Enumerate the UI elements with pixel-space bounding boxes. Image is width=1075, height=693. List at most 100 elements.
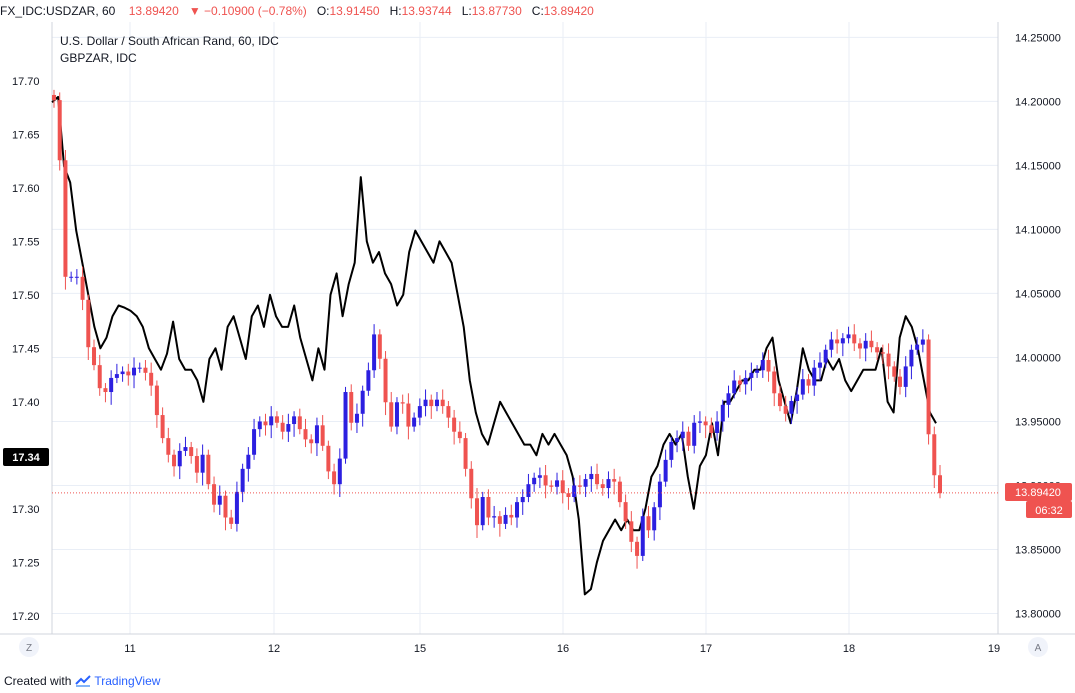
candle-body: [177, 450, 182, 467]
candle-body: [715, 421, 720, 433]
time-axis-tick-label: 15: [414, 643, 426, 655]
candle-body: [657, 481, 662, 508]
grid-lines: [0, 22, 1075, 635]
candle-body: [703, 421, 708, 426]
candle-body: [383, 358, 388, 403]
candle-body: [646, 516, 651, 531]
tradingview-link[interactable]: TradingView: [75, 671, 160, 691]
candle-body: [583, 479, 588, 487]
candle-body: [154, 385, 159, 416]
candle-body: [74, 276, 79, 278]
candle-body: [675, 438, 680, 442]
time-axis[interactable]: 11 12 15 16 17 18 19: [124, 643, 1000, 655]
candle-body: [446, 406, 451, 418]
candle-body: [617, 481, 622, 503]
candle-body: [789, 400, 794, 414]
candle-body: [543, 475, 548, 486]
candle-body: [206, 454, 211, 485]
zoom-button-label: Z: [26, 643, 32, 654]
candle-body: [720, 404, 725, 422]
left-axis-tick-label: 17.65: [12, 129, 40, 141]
left-price-badge-text: 17.34: [12, 452, 40, 464]
close-label: C:: [531, 4, 544, 18]
left-axis-tick-label: 17.30: [12, 504, 40, 516]
left-axis-tick-label: 17.40: [12, 397, 40, 409]
right-axis-tick-label: 13.85000: [1015, 544, 1061, 556]
auto-scale-button[interactable]: A: [1028, 637, 1048, 657]
right-axis-tick-label: 14.10000: [1015, 224, 1061, 236]
candle-body: [938, 475, 942, 494]
candle-body: [772, 371, 777, 394]
candle-body: [526, 484, 531, 498]
candle-body: [692, 422, 697, 446]
candle-body: [909, 349, 914, 367]
right-axis-tick-label: 13.95000: [1015, 416, 1061, 428]
candle-body: [852, 334, 857, 344]
left-axis-tick-label: 17.45: [12, 343, 40, 355]
candle-body: [755, 370, 760, 373]
open-label: O:: [316, 4, 330, 18]
price-change: −0.10900 (−0.78%): [204, 4, 307, 18]
candle-body: [469, 468, 474, 499]
candle-body: [252, 429, 257, 455]
candle-body: [572, 485, 577, 498]
candle-body: [595, 473, 600, 485]
candle-body: [412, 417, 417, 427]
candle-body: [360, 390, 365, 414]
created-with-label: Created with: [4, 674, 72, 688]
candle-body: [120, 371, 125, 375]
left-axis-tick-label: 17.25: [12, 557, 40, 569]
candle-body: [497, 516, 502, 524]
candle-body: [234, 491, 239, 524]
candle-body: [697, 421, 702, 423]
candle-body: [509, 514, 514, 518]
candle-body: [766, 360, 771, 372]
gbpzar-compare-line: [51, 95, 937, 596]
candle-body: [474, 498, 479, 526]
right-axis-tick-label: 14.15000: [1015, 160, 1061, 172]
right-price-badge: 13.89420: [1005, 483, 1072, 501]
candle-body: [612, 479, 617, 482]
tradingview-logo-icon: [75, 675, 92, 687]
candle-body: [166, 438, 171, 455]
candle-body: [189, 447, 194, 457]
right-price-axis[interactable]: 14.25000 14.20000 14.15000 14.10000 14.05000…: [1015, 32, 1061, 620]
candle-body: [932, 434, 937, 476]
symbol-label[interactable]: FX_IDC:USDZAR, 60: [0, 4, 116, 18]
candle-body: [400, 402, 405, 404]
candle-body: [635, 541, 640, 556]
candle-body: [377, 334, 382, 359]
candle-body: [623, 502, 628, 522]
candle-body: [354, 413, 359, 423]
candle-body: [783, 406, 788, 414]
time-axis-tick-label: 11: [124, 643, 135, 655]
candle-body: [806, 379, 811, 386]
candle-body: [732, 380, 737, 394]
tradingview-brand: TradingView: [94, 674, 161, 688]
right-axis-tick-label: 14.00000: [1015, 352, 1061, 364]
left-price-badge: 17.34: [3, 448, 49, 466]
candle-body: [560, 480, 565, 494]
candle-body: [160, 415, 165, 439]
countdown-badge: 06:32: [1026, 501, 1072, 518]
candle-body: [492, 516, 497, 518]
candle-body: [737, 380, 742, 385]
left-axis-tick-label: 17.50: [12, 290, 40, 302]
zoom-button[interactable]: Z: [19, 637, 39, 657]
countdown-badge-text: 06:32: [1035, 505, 1063, 517]
candle-body: [817, 362, 822, 368]
candle-body: [389, 402, 394, 427]
candle-body: [486, 497, 491, 518]
candle-body: [549, 485, 554, 487]
candle-body: [132, 367, 137, 376]
compare-line-path: [51, 95, 937, 596]
candle-body: [320, 425, 325, 446]
candle-body: [777, 393, 782, 407]
left-price-axis[interactable]: 17.7017.6517.6017.5517.5017.4517.4017.35…: [12, 76, 40, 623]
candle-body: [212, 484, 217, 505]
candle-body: [589, 473, 594, 480]
candle-body: [457, 431, 462, 439]
price-chart[interactable]: 17.7017.6517.6017.5517.5017.4517.4017.35…: [0, 0, 1075, 670]
candle-body: [274, 416, 279, 423]
candle-body: [652, 507, 657, 531]
